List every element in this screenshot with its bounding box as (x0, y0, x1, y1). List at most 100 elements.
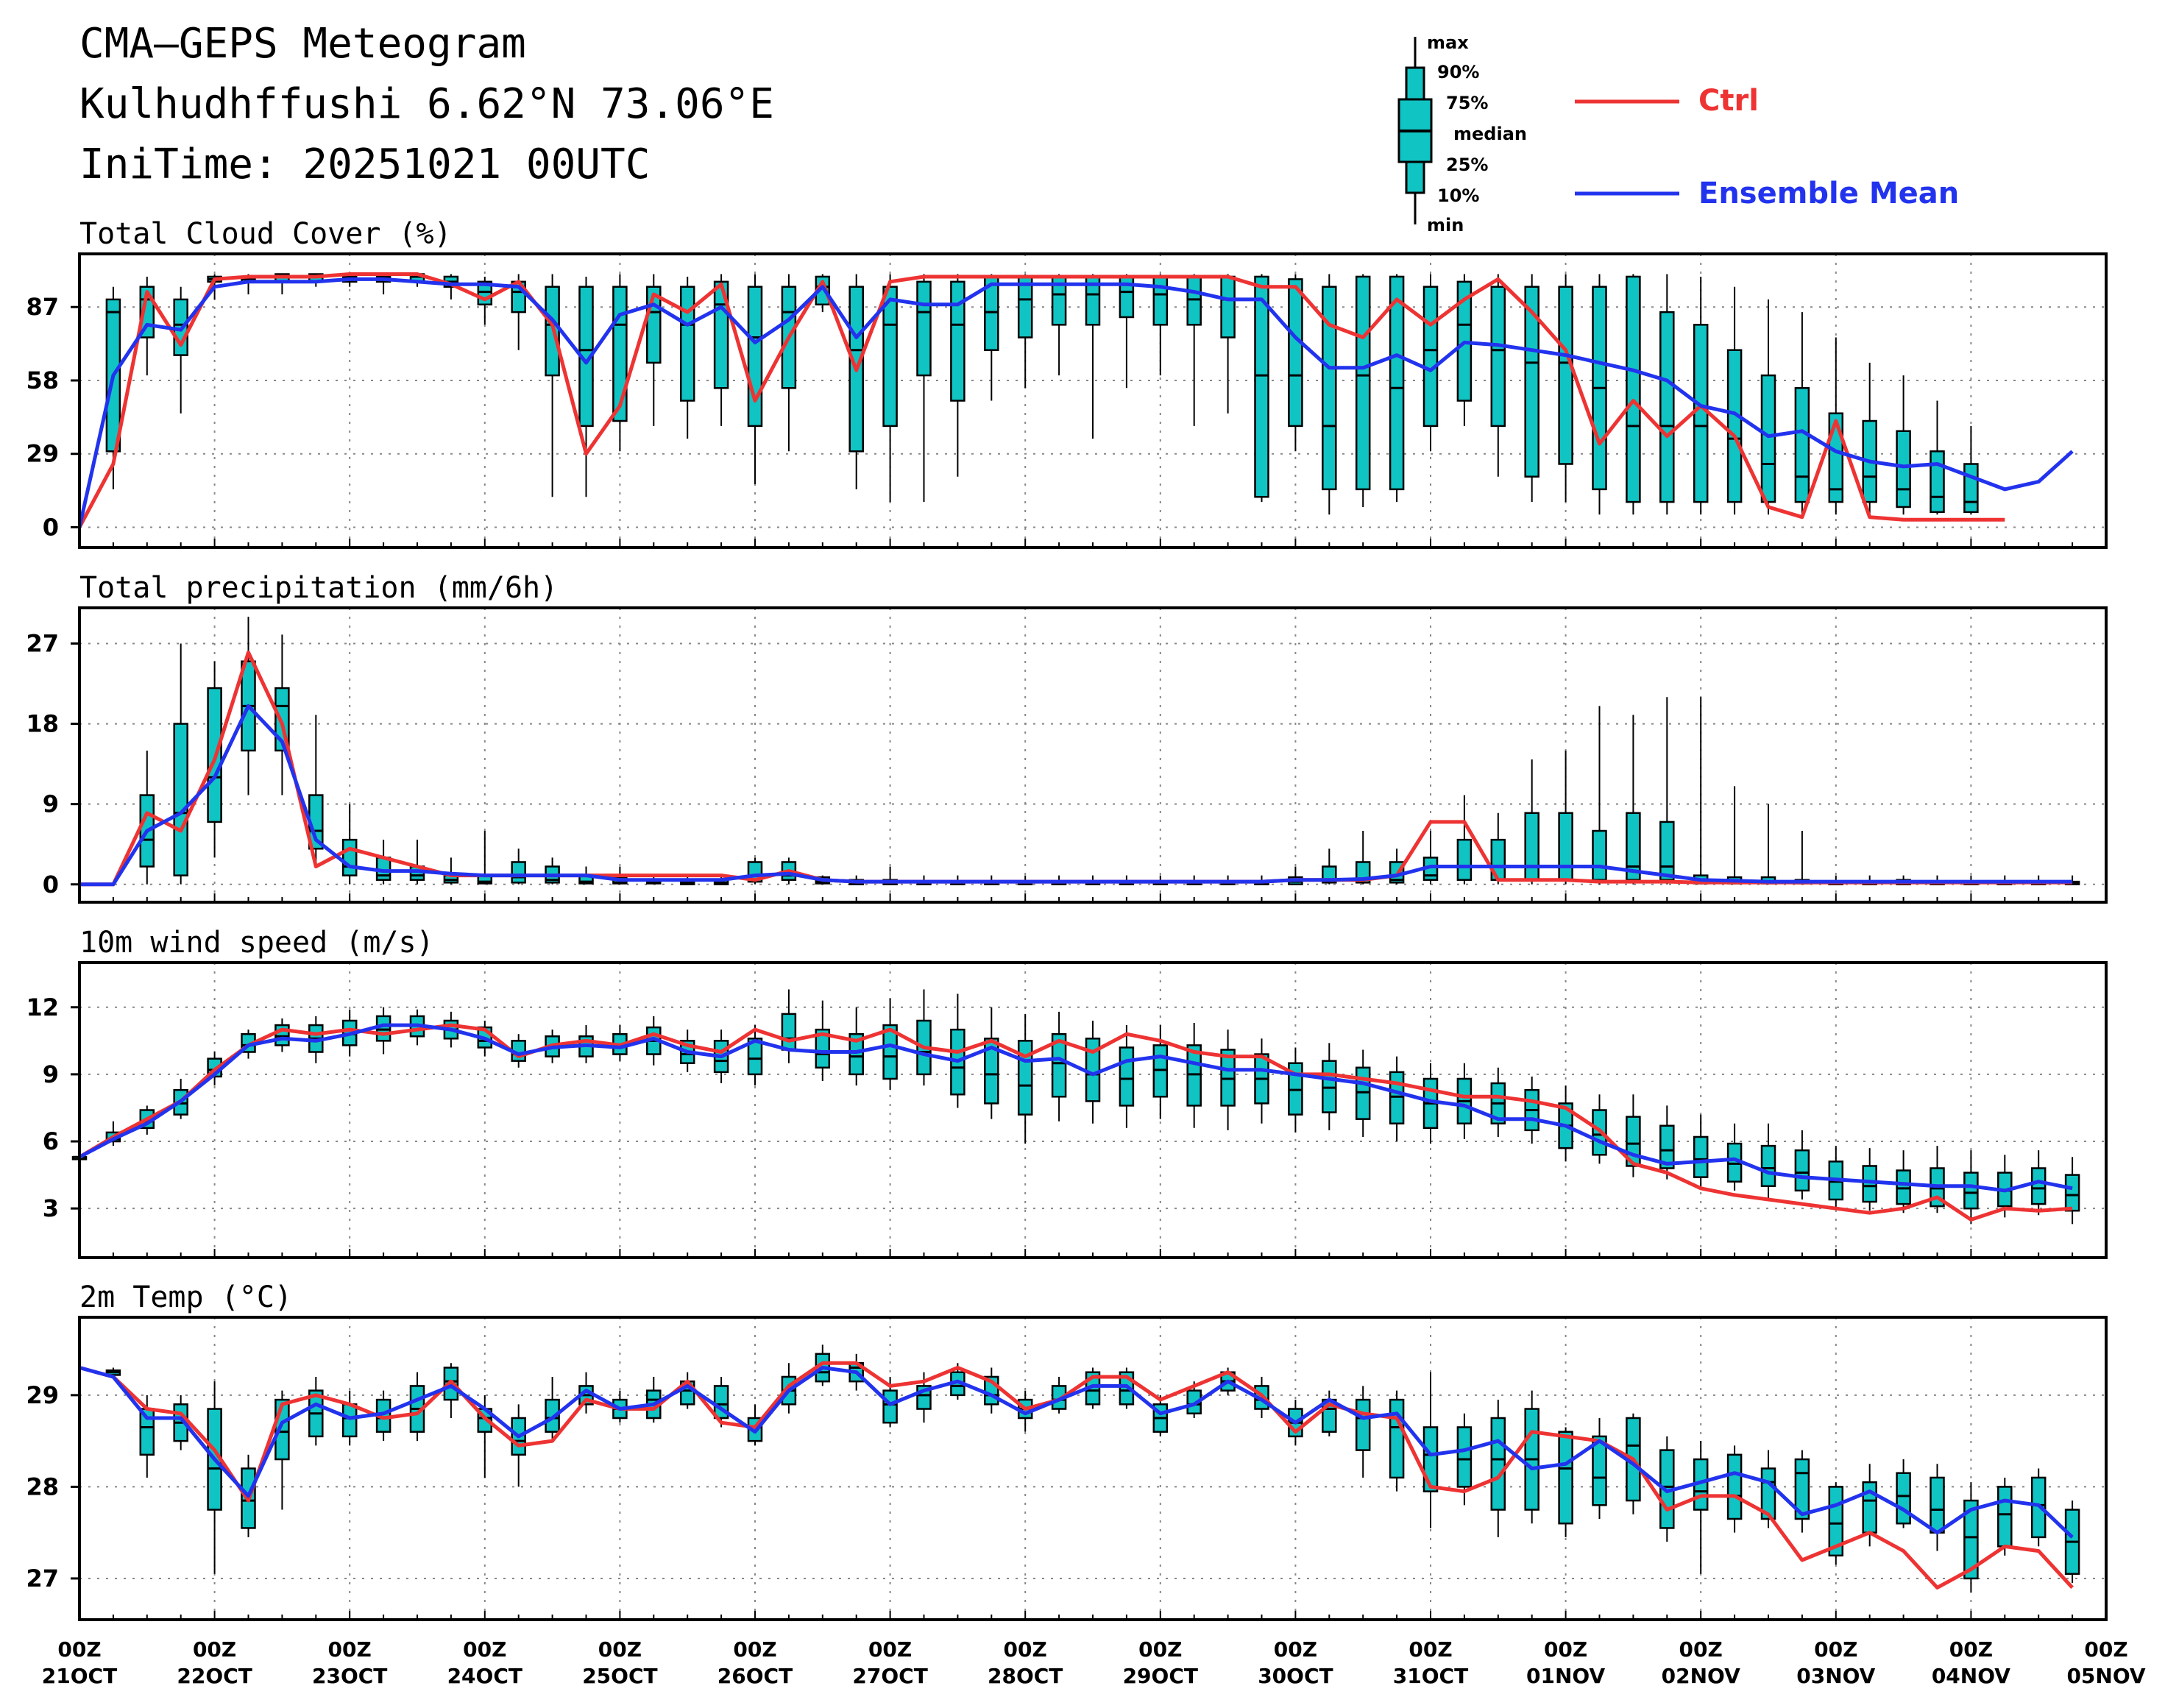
panel-title: 10m wind speed (m/s) (79, 926, 434, 960)
ensemble-box (308, 1376, 324, 1446)
y-tick-label: 18 (26, 710, 59, 738)
y-tick-label: 0 (43, 871, 59, 899)
ensemble-box (1558, 274, 1573, 503)
x-tick-time-label: 00Z (1409, 1637, 1452, 1662)
ensemble-box (1828, 1482, 1844, 1565)
ensemble-box (848, 1007, 864, 1086)
ensemble-box (1693, 1114, 1709, 1188)
x-tick-time-label: 00Z (733, 1637, 776, 1662)
x-tick-date-label: 31OCT (1393, 1664, 1468, 1688)
x-tick-time-label: 00Z (2084, 1637, 2127, 1662)
ensemble-box (1997, 1477, 2013, 1556)
x-tick-date-label: 30OCT (1258, 1664, 1333, 1688)
ctrl-series-line (77, 272, 2005, 528)
x-tick-time-label: 00Z (463, 1637, 506, 1662)
ensemble-box (1490, 274, 1506, 477)
ensemble-box (679, 276, 695, 439)
y-tick-label: 27 (26, 629, 59, 657)
x-tick-time-label: 00Z (193, 1637, 236, 1662)
y-tick-label: 87 (26, 293, 59, 321)
init-time-label: IniTime: 20251021 00UTC (79, 141, 650, 188)
ensemble-box (1760, 1123, 1776, 1200)
legend: max 90% 75% median 25% 10% min Ctrl Ense… (1397, 32, 1959, 235)
x-tick-date-label: 05NOV (2066, 1664, 2145, 1688)
ensemble-box (1119, 274, 1135, 389)
x-tick-date-label: 23OCT (312, 1664, 387, 1688)
legend-min-label: min (1427, 215, 1464, 235)
x-tick-date-label: 24OCT (447, 1664, 522, 1688)
ensemble-box (1626, 274, 1641, 515)
x-tick-date-label: 02NOV (1662, 1664, 1740, 1688)
ensemble-box (1794, 1450, 1810, 1533)
ensemble-box (950, 274, 965, 477)
x-tick-time-label: 00Z (1004, 1637, 1047, 1662)
ensemble-box (1389, 1390, 1405, 1492)
y-tick-label: 9 (43, 1060, 59, 1088)
legend-p25-label: 25% (1446, 155, 1488, 175)
x-axis-labels: 00Z21OCT00Z22OCT00Z23OCT00Z24OCT00Z25OCT… (42, 1637, 2146, 1688)
ensemble-box (1085, 274, 1101, 439)
ensemble-box (1592, 1418, 1607, 1519)
ensemble-box (1186, 1023, 1202, 1128)
y-tick-label: 28 (26, 1473, 59, 1500)
panel-3: 10m wind speed (m/s) 3 6 9 12 (26, 926, 2108, 1259)
x-tick-time-label: 00Z (1544, 1637, 1587, 1662)
legend-mean-label: Ensemble Mean (1698, 177, 1959, 210)
ensemble-box (1794, 312, 1810, 515)
ensemble-box (1254, 274, 1269, 503)
ensemble-box (1220, 1030, 1236, 1130)
ensemble-box (1592, 274, 1607, 515)
legend-p10-label: 10% (1437, 185, 1479, 206)
mean-series-line (79, 1366, 2074, 1539)
ensemble-box (1794, 1130, 1810, 1200)
x-tick-time-label: 00Z (1949, 1637, 1993, 1662)
ensemble-box (2064, 1500, 2080, 1584)
ctrl-series-line (79, 1361, 2074, 1590)
y-tick-label: 29 (26, 1381, 59, 1409)
ensemble-box (1422, 274, 1439, 452)
ensemble-box (1456, 1063, 1473, 1139)
x-tick-time-label: 00Z (328, 1637, 372, 1662)
ensemble-box (747, 1025, 763, 1086)
panel-2: Total precipitation (mm/6h) 0 9 18 27 (26, 571, 2108, 904)
ensemble-box (1355, 274, 1371, 507)
x-tick-date-label: 01NOV (1526, 1664, 1605, 1688)
y-tick-label: 6 (43, 1127, 59, 1155)
y-tick-label: 58 (26, 366, 59, 394)
mean-series-line (79, 704, 2073, 887)
panels: Total Cloud Cover (%) 0 29 58 87 Total precip… (26, 217, 2108, 1621)
x-tick-time-label: 00Z (57, 1637, 101, 1662)
figure-title: CMA—GEPS Meteogram (79, 20, 526, 68)
ensemble-box (1558, 750, 1573, 885)
ctrl-series-line (78, 1023, 2073, 1222)
ensemble-box (1896, 375, 1911, 515)
ensemble-box (1760, 299, 1776, 515)
ensemble-box (1254, 1038, 1269, 1124)
mean-series-line (78, 1023, 2073, 1193)
ensemble-box (1558, 1427, 1573, 1537)
x-tick-date-label: 22OCT (177, 1664, 252, 1688)
x-tick-time-label: 00Z (1679, 1637, 1723, 1662)
legend-median-label: median (1453, 124, 1527, 144)
ensemble-box (882, 998, 898, 1091)
ensemble-box (1896, 1150, 1911, 1213)
y-tick-label: 27 (26, 1565, 59, 1592)
location-label: Kulhudhffushi 6.62°N 73.06°E (79, 80, 774, 128)
ensemble-box (1389, 1056, 1405, 1142)
ensemble-box (984, 1007, 999, 1119)
panel-title: 2m Temp (°C) (79, 1280, 292, 1314)
x-tick-time-label: 00Z (1274, 1637, 1317, 1662)
panel-title: Total precipitation (mm/6h) (79, 571, 558, 605)
ensemble-box (173, 643, 188, 885)
x-tick-time-label: 00Z (1814, 1637, 1857, 1662)
ensemble-box (1963, 1482, 1979, 1592)
ensemble-box (1422, 1372, 1439, 1528)
y-tick-label: 3 (43, 1194, 59, 1222)
x-tick-time-label: 00Z (598, 1637, 642, 1662)
ensemble-box (815, 1000, 831, 1082)
ensemble-box (612, 274, 628, 452)
ensemble-box (1490, 1067, 1506, 1137)
ensemble-box (2064, 1157, 2080, 1225)
